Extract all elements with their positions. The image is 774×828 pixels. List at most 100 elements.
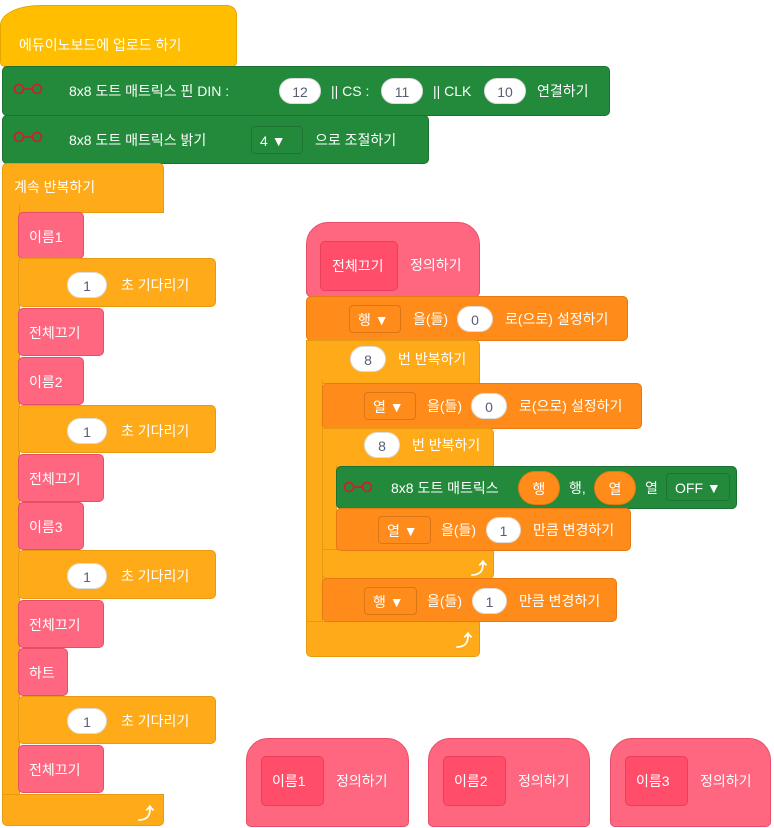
define-name: 이름3 [636,773,670,789]
wait-block[interactable]: 1 초 기다리기 [18,550,216,599]
wait-seconds-input[interactable]: 1 [67,563,107,589]
led-matrix-icon [13,83,43,95]
block-label: 로(으로) 설정하기 [519,398,623,414]
block-label: 전체끄기 [29,471,81,487]
clk-label: || CLK [433,83,472,99]
define-name: 이름1 [272,773,306,789]
value-input[interactable]: 0 [457,306,493,332]
wait-seconds-input[interactable]: 1 [67,708,107,734]
define-label: 정의하기 [518,773,570,789]
define-name: 전체끄기 [332,258,384,274]
wait-block[interactable]: 1 초 기다리기 [18,405,216,453]
block-label: 이름1 [29,229,63,245]
connect-label: 8x8 도트 매트릭스 핀 DIN : [69,83,230,99]
dot-matrix-connect-block[interactable]: 8x8 도트 매트릭스 핀 DIN : 12 || CS : 11 || CLK… [2,66,610,116]
define-prototype-block: 이름2 [443,756,506,806]
row-variable-dropdown[interactable]: 행 ▼ [364,587,417,615]
dot-matrix-brightness-block[interactable]: 8x8 도트 매트릭스 밝기 4 ▼ 으로 조절하기 [2,115,429,164]
row-variable-dropdown[interactable]: 행 ▼ [349,305,401,333]
block-label: 만큼 변경하기 [519,593,601,609]
col-variable-reporter[interactable]: 열 [594,471,636,505]
pixel-state-dropdown[interactable]: OFF ▼ [666,473,730,501]
loop-arrow-icon: ⤴ [456,633,473,650]
block-label: 이름3 [29,519,63,535]
loop-arrow-icon: ⤴ [471,561,488,578]
dropdown-arrow-icon: ▼ [706,480,721,496]
block-label: 이름2 [29,374,63,390]
block-label: 을(들) [427,593,463,609]
block-label: 을(들) [413,311,449,327]
dropdown-arrow-icon: ▼ [389,399,404,415]
clk-pin-input[interactable]: 10 [484,78,526,104]
cs-pin-input[interactable]: 11 [381,78,423,104]
cs-label: || CS : [331,83,370,99]
call-all-off-block[interactable]: 전체끄기 [18,745,104,793]
block-label: 초 기다리기 [121,713,190,729]
define-name3-hat[interactable]: 이름3 정의하기 [610,738,771,827]
set-col-block[interactable]: 열 ▼ 을(들) 0 로(으로) 설정하기 [322,383,642,429]
block-label: 8x8 도트 매트릭스 [391,480,499,496]
call-name2-block[interactable]: 이름2 [18,357,84,405]
variable-name: 행 [373,594,386,610]
repeat-count-input[interactable]: 8 [350,346,386,372]
call-all-off-block[interactable]: 전체끄기 [18,600,104,648]
block-label: 만큼 변경하기 [533,522,615,538]
upload-hat-label: 에듀이노보드에 업로드 하기 [19,37,182,53]
block-label: 전체끄기 [29,325,81,341]
dropdown-arrow-icon: ▼ [374,312,389,328]
block-label: 전체끄기 [29,762,81,778]
dot-matrix-set-pixel-block[interactable]: 8x8 도트 매트릭스 행 행, 열 열 OFF ▼ [336,466,737,509]
led-matrix-icon [343,481,373,493]
define-name2-hat[interactable]: 이름2 정의하기 [428,738,590,827]
brightness-dropdown[interactable]: 4 ▼ [251,126,303,154]
row-variable-reporter[interactable]: 행 [518,471,560,505]
upload-hat-block[interactable]: 에듀이노보드에 업로드 하기 [0,5,237,67]
din-pin-input[interactable]: 12 [279,78,321,104]
value-input[interactable]: 0 [471,393,507,419]
block-label: 열 [645,480,658,496]
led-matrix-icon [13,131,43,143]
define-label: 정의하기 [700,773,752,789]
define-prototype-block: 이름3 [625,756,688,806]
wait-seconds-input[interactable]: 1 [67,418,107,444]
connect-suffix: 연결하기 [537,83,589,99]
block-label: 초 기다리기 [121,423,190,439]
brightness-value: 4 [260,133,268,149]
block-label: 하트 [29,665,55,681]
block-label: 초 기다리기 [121,568,190,584]
block-label: 행, [569,480,586,496]
block-label: 로(으로) 설정하기 [505,311,609,327]
block-label: 초 기다리기 [121,277,190,293]
define-label: 정의하기 [410,257,462,273]
brightness-suffix: 으로 조절하기 [315,132,397,148]
col-variable-dropdown[interactable]: 열 ▼ [378,516,431,544]
define-name1-hat[interactable]: 이름1 정의하기 [246,738,409,827]
call-heart-block[interactable]: 하트 [18,648,68,696]
value-input[interactable]: 1 [486,517,521,543]
dropdown-arrow-icon: ▼ [403,523,418,539]
change-col-block[interactable]: 열 ▼ 을(들) 1 만큼 변경하기 [336,508,631,551]
block-label: 을(들) [441,522,477,538]
variable-name: 열 [373,399,386,415]
loop-arrow-icon: ⤴ [138,806,155,823]
call-all-off-block[interactable]: 전체끄기 [18,454,104,502]
wait-block[interactable]: 1 초 기다리기 [18,258,216,307]
set-row-block[interactable]: 행 ▼ 을(들) 0 로(으로) 설정하기 [306,296,628,341]
define-all-off-hat[interactable]: 전체끄기 정의하기 [306,222,480,297]
dropdown-arrow-icon: ▼ [271,133,286,149]
define-prototype-block: 전체끄기 [320,241,398,291]
call-all-off-block[interactable]: 전체끄기 [18,308,104,356]
wait-block[interactable]: 1 초 기다리기 [18,696,216,744]
repeat-label: 번 반복하기 [398,351,467,367]
forever-label: 계속 반복하기 [14,179,96,195]
variable-name: 열 [387,523,400,539]
call-name1-block[interactable]: 이름1 [18,212,84,259]
repeat-count-input[interactable]: 8 [364,432,400,458]
value-input[interactable]: 1 [472,588,507,614]
wait-seconds-input[interactable]: 1 [67,272,107,298]
col-variable-dropdown[interactable]: 열 ▼ [364,392,416,420]
call-name3-block[interactable]: 이름3 [18,502,84,550]
change-row-block[interactable]: 행 ▼ 을(들) 1 만큼 변경하기 [322,578,617,622]
define-name: 이름2 [454,773,488,789]
repeat-label: 번 반복하기 [412,437,481,453]
